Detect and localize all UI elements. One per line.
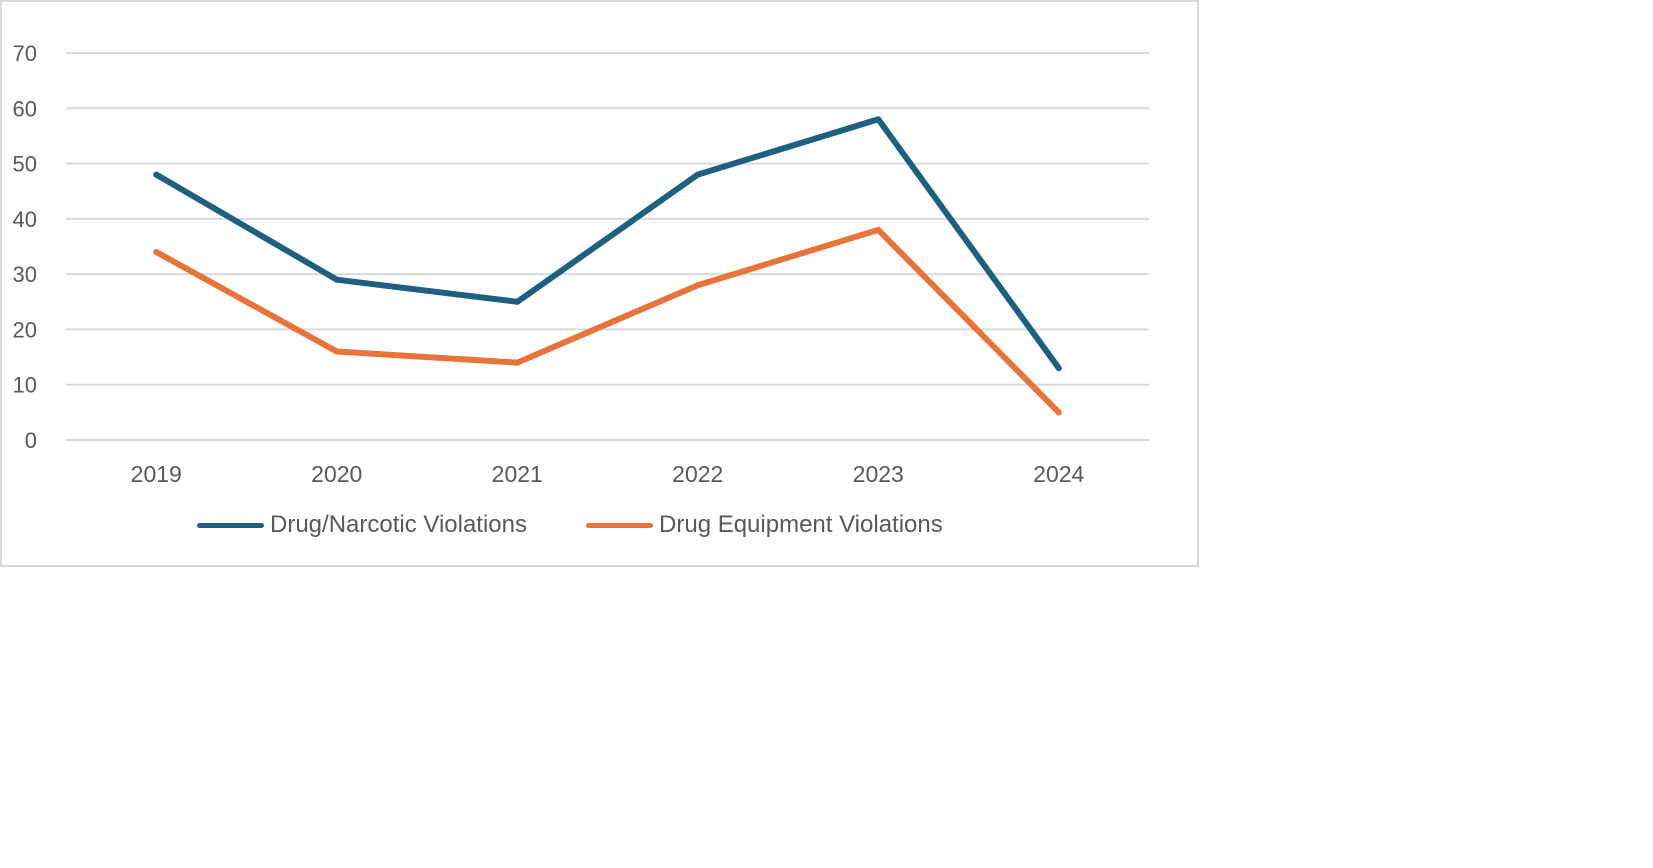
data-point-drug-narcotic-violations-2024 <box>1055 365 1062 372</box>
data-point-drug-equipment-violations-2019 <box>153 249 160 256</box>
legend-item-drug-narcotic-violations: Drug/Narcotic Violations <box>197 511 527 539</box>
x-tick-label-2019: 2019 <box>131 461 182 487</box>
x-tick-label-2020: 2020 <box>311 461 362 487</box>
data-point-drug-equipment-violations-2024 <box>1055 409 1062 416</box>
legend-item-drug-equipment-violations: Drug Equipment Violations <box>586 511 943 539</box>
data-point-drug-equipment-violations-2020 <box>333 348 340 355</box>
y-tick-label-40: 40 <box>13 207 37 232</box>
data-point-drug-narcotic-violations-2019 <box>153 171 160 178</box>
x-tick-label-2024: 2024 <box>1033 461 1084 487</box>
y-tick-label-30: 30 <box>13 262 37 287</box>
data-point-drug-narcotic-violations-2020 <box>333 276 340 283</box>
legend-swatch-drug-equipment-violations <box>586 522 654 528</box>
data-point-drug-equipment-violations-2022 <box>694 282 701 289</box>
y-axis-tick-labels: 0 10 20 30 40 50 60 70 <box>13 41 37 453</box>
y-tick-label-70: 70 <box>13 41 37 66</box>
legend-label-drug-narcotic-violations: Drug/Narcotic Violations <box>270 511 528 538</box>
y-tick-label-60: 60 <box>13 96 37 121</box>
x-axis-tick-labels: 2019 2020 2021 2022 2023 2024 <box>131 461 1085 487</box>
legend-swatch-drug-narcotic-violations <box>197 522 264 528</box>
data-point-drug-narcotic-violations-2022 <box>694 171 701 178</box>
y-tick-label-0: 0 <box>25 428 37 453</box>
line-chart: 0 10 20 30 40 50 60 70 2019 2020 2021 2022 2023 2024 <box>13 41 1149 487</box>
y-tick-label-50: 50 <box>13 152 37 177</box>
data-point-drug-narcotic-violations-2021 <box>514 298 521 305</box>
data-point-drug-equipment-violations-2021 <box>514 359 521 366</box>
data-point-drug-equipment-violations-2023 <box>875 226 882 233</box>
series-line-drug-narcotic-violations <box>153 116 1062 372</box>
y-tick-label-20: 20 <box>13 317 37 342</box>
x-tick-label-2023: 2023 <box>853 461 904 487</box>
series-line-drug-equipment-violations <box>153 226 1062 416</box>
series-lines <box>153 116 1062 416</box>
y-tick-label-10: 10 <box>13 373 37 398</box>
chart-container: 0 10 20 30 40 50 60 70 2019 2020 2021 2022 2023 2024… <box>0 0 1199 567</box>
legend: Drug/Narcotic Violations Drug Equipment … <box>197 507 943 543</box>
data-point-drug-narcotic-violations-2023 <box>875 116 882 123</box>
x-tick-label-2021: 2021 <box>492 461 543 487</box>
x-tick-label-2022: 2022 <box>672 461 723 487</box>
gridlines <box>66 52 1149 441</box>
legend-label-drug-equipment-violations: Drug Equipment Violations <box>659 511 943 538</box>
